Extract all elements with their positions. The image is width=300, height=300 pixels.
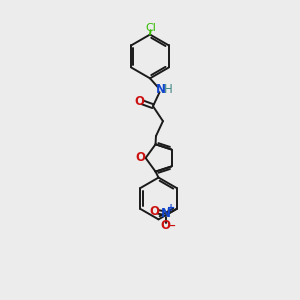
Text: N: N	[156, 83, 166, 96]
Text: −: −	[167, 221, 176, 231]
Text: H: H	[164, 83, 172, 96]
Text: O: O	[150, 206, 160, 218]
Text: Cl: Cl	[146, 22, 156, 33]
Text: O: O	[134, 95, 144, 108]
Text: N: N	[161, 207, 171, 220]
Text: +: +	[167, 203, 175, 213]
Text: O: O	[135, 152, 145, 164]
Text: O: O	[161, 219, 171, 232]
